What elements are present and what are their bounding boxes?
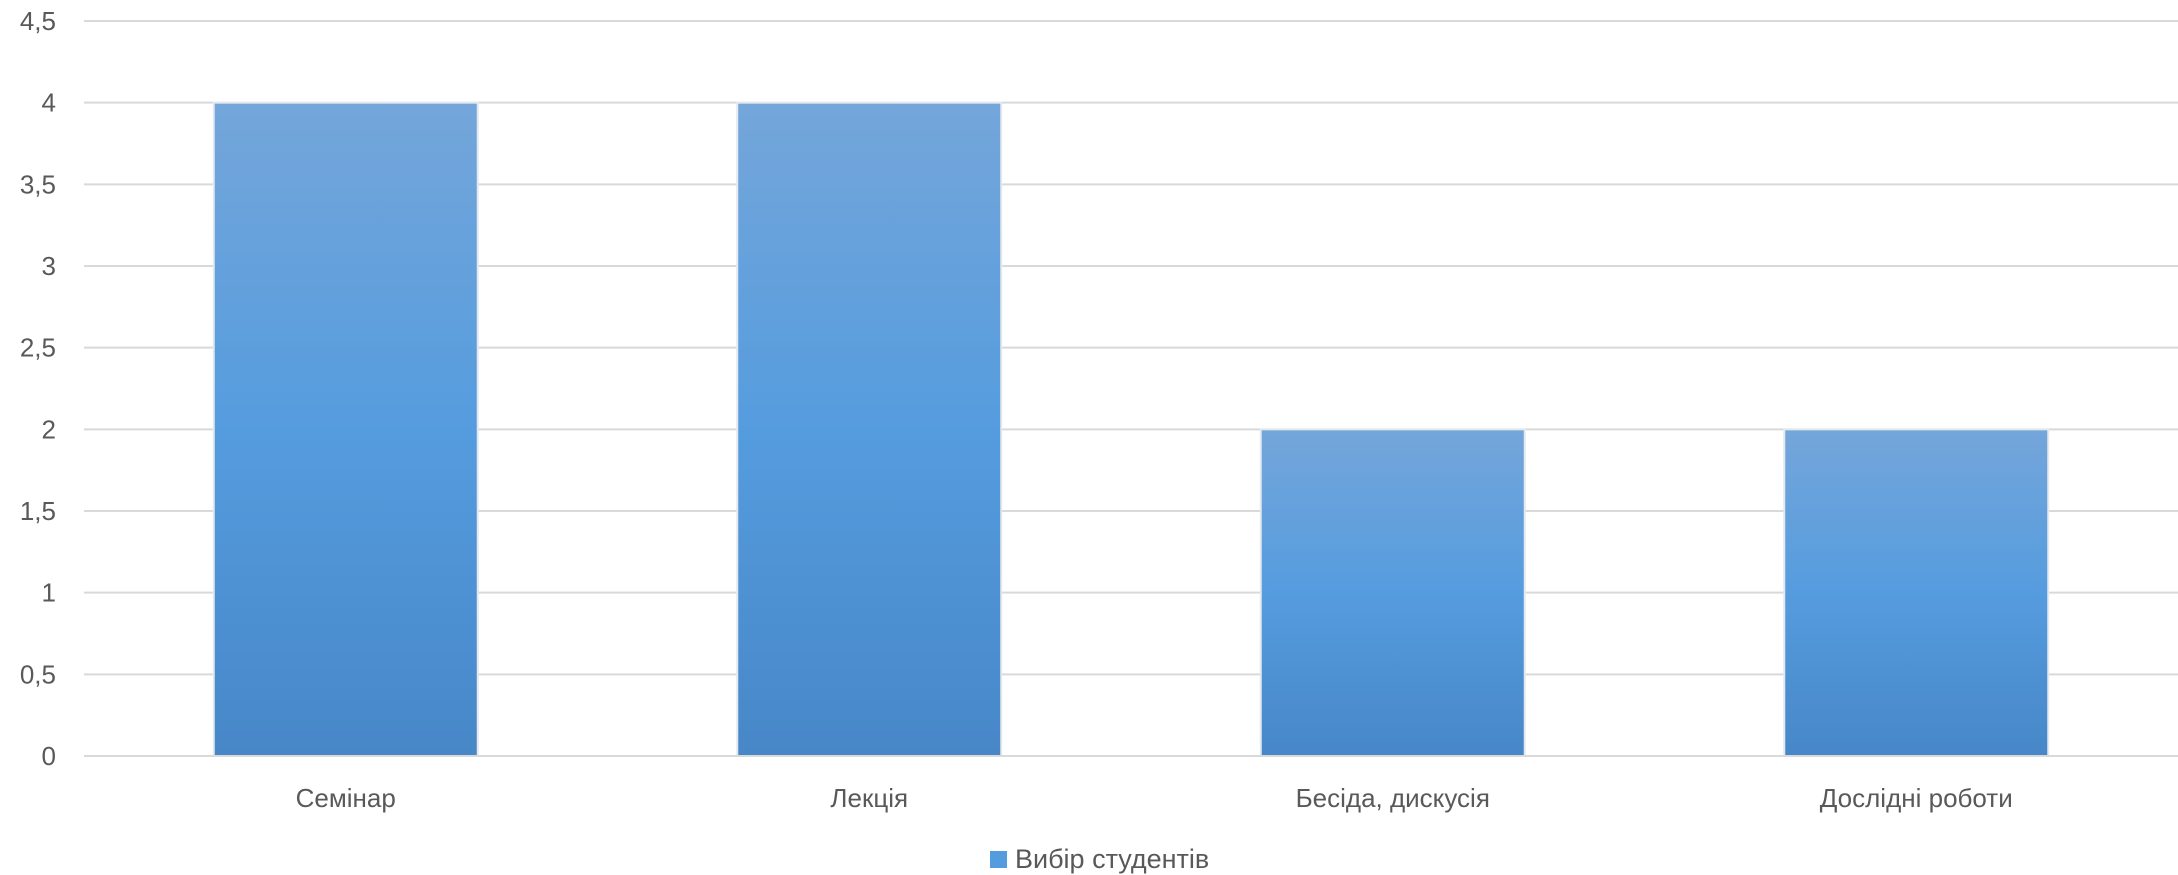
x-category-label: Дослідні роботи bbox=[1820, 783, 2013, 813]
y-tick-label: 1,5 bbox=[20, 496, 56, 526]
legend: Вибір студентів bbox=[990, 844, 1209, 874]
legend-label: Вибір студентів bbox=[1015, 844, 1209, 874]
y-tick-label: 4,5 bbox=[20, 6, 56, 36]
bar bbox=[212, 101, 479, 757]
x-axis-category-labels: Семінар Лекція Бесіда, дискусія Дослідні ро… bbox=[296, 783, 2013, 813]
legend-swatch bbox=[990, 851, 1007, 868]
bar bbox=[1259, 428, 1526, 757]
y-tick-label: 1 bbox=[42, 578, 56, 608]
y-axis-tick-labels: 0 0,5 1 1,5 2 2,5 3 3,5 4 4,5 bbox=[20, 6, 56, 771]
y-tick-label: 4 bbox=[42, 88, 56, 118]
y-tick-label: 0,5 bbox=[20, 659, 56, 689]
y-tick-label: 3,5 bbox=[20, 169, 56, 199]
y-tick-label: 2,5 bbox=[20, 333, 56, 363]
y-tick-label: 3 bbox=[42, 251, 56, 281]
y-tick-label: 0 bbox=[42, 741, 56, 771]
bars bbox=[212, 101, 2050, 757]
bar bbox=[1783, 428, 2050, 757]
x-category-label: Лекція bbox=[830, 783, 908, 813]
x-category-label: Семінар bbox=[296, 783, 396, 813]
x-category-label: Бесіда, дискусія bbox=[1296, 783, 1490, 813]
y-tick-label: 2 bbox=[42, 414, 56, 444]
bar bbox=[736, 101, 1003, 757]
